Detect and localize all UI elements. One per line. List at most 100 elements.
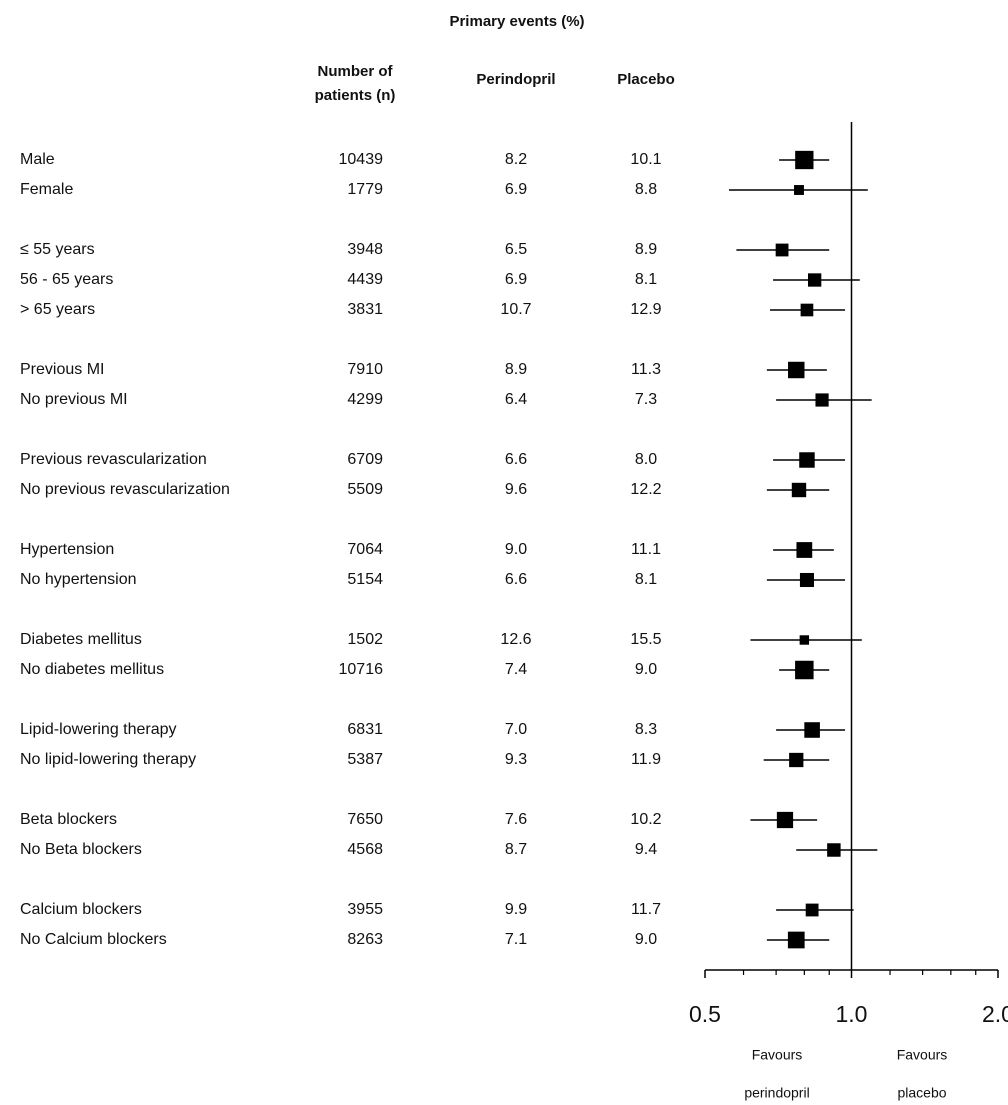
hazard-ratio xyxy=(794,185,804,195)
patient-count: 4439 xyxy=(347,271,383,288)
row-label: No diabetes mellitus xyxy=(20,661,164,678)
placebo-rate: 9.0 xyxy=(635,931,657,948)
hazard-ratio xyxy=(795,150,814,170)
hazard-ratio xyxy=(788,361,805,379)
patient-count: 6831 xyxy=(347,721,383,738)
patient-count: 4299 xyxy=(347,391,383,408)
perindopril-rate: 9.6 xyxy=(505,481,527,498)
row-label: Diabetes mellitus xyxy=(20,631,142,648)
placebo-rate: 11.1 xyxy=(631,541,661,558)
favours-label: Favours xyxy=(897,1047,948,1063)
favours-label: perindopril xyxy=(744,1085,809,1101)
favours-label: Favours xyxy=(752,1047,803,1063)
hazard-ratio xyxy=(799,572,814,588)
placebo-rate: 7.3 xyxy=(635,391,657,408)
hazard-ratio xyxy=(796,542,813,558)
hazard-ratio xyxy=(800,303,814,317)
perindopril-rate: 6.9 xyxy=(505,181,527,198)
perindopril-rate: 9.3 xyxy=(505,751,527,768)
hazard-ratio xyxy=(799,452,815,468)
favours-label: placebo xyxy=(897,1085,946,1101)
placebo-rate: 8.1 xyxy=(635,571,657,588)
x-tick-label: 0.5 xyxy=(689,1001,721,1027)
patient-count: 7650 xyxy=(347,811,383,828)
patient-count: 1502 xyxy=(347,631,383,648)
patient-count: 3831 xyxy=(347,301,383,318)
row-label: No previous revascularization xyxy=(20,481,230,498)
column-header: Number of xyxy=(318,63,394,80)
row-label: Male xyxy=(20,151,55,168)
hazard-ratio xyxy=(789,752,804,768)
placebo-rate: 11.7 xyxy=(631,901,661,918)
perindopril-rate: 6.6 xyxy=(505,571,527,588)
placebo-rate: 10.1 xyxy=(630,151,661,168)
perindopril-rate: 7.1 xyxy=(505,931,527,948)
patient-count: 3948 xyxy=(347,241,383,258)
hazard-ratio xyxy=(787,931,805,949)
column-header: Perindopril xyxy=(476,71,555,88)
row-label: 56 - 65 years xyxy=(20,271,113,288)
placebo-rate: 15.5 xyxy=(630,631,661,648)
perindopril-rate: 8.9 xyxy=(505,361,527,378)
perindopril-rate: 9.0 xyxy=(505,541,527,558)
row-label: No Beta blockers xyxy=(20,841,142,858)
row-label: ≤ 55 years xyxy=(20,241,95,258)
perindopril-rate: 9.9 xyxy=(505,901,527,918)
perindopril-rate: 6.4 xyxy=(505,391,527,408)
hazard-ratio xyxy=(815,393,829,407)
row-label: No lipid-lowering therapy xyxy=(20,751,196,768)
chart-title: Primary events (%) xyxy=(449,13,584,30)
placebo-rate: 8.3 xyxy=(635,721,657,738)
patient-count: 3955 xyxy=(347,901,383,918)
hazard-ratio xyxy=(799,635,810,645)
perindopril-rate: 7.6 xyxy=(505,811,527,828)
column-header: Placebo xyxy=(617,71,675,88)
patient-count: 1779 xyxy=(347,181,383,198)
placebo-rate: 11.3 xyxy=(631,361,661,378)
row-label: Beta blockers xyxy=(20,811,117,828)
row-label: Calcium blockers xyxy=(20,901,142,918)
patient-count: 5154 xyxy=(347,571,383,588)
patient-count: 7910 xyxy=(347,361,383,378)
perindopril-rate: 6.6 xyxy=(505,451,527,468)
placebo-rate: 10.2 xyxy=(630,811,661,828)
placebo-rate: 8.8 xyxy=(635,181,657,198)
row-label: Hypertension xyxy=(20,541,114,558)
hazard-ratio xyxy=(827,843,841,857)
patient-count: 4568 xyxy=(347,841,383,858)
perindopril-rate: 7.0 xyxy=(505,721,527,738)
perindopril-rate: 8.2 xyxy=(505,151,527,168)
perindopril-rate: 10.7 xyxy=(500,301,531,318)
row-label: No hypertension xyxy=(20,571,137,588)
placebo-rate: 11.9 xyxy=(631,751,661,768)
placebo-rate: 8.1 xyxy=(635,271,657,288)
perindopril-rate: 6.9 xyxy=(505,271,527,288)
hazard-ratio xyxy=(795,660,814,680)
hazard-ratio xyxy=(776,811,794,829)
patient-count: 7064 xyxy=(347,541,383,558)
row-label: No previous MI xyxy=(20,391,128,408)
placebo-rate: 9.0 xyxy=(635,661,657,678)
perindopril-rate: 6.5 xyxy=(505,241,527,258)
row-label: Previous MI xyxy=(20,361,104,378)
row-label: > 65 years xyxy=(20,301,95,318)
perindopril-rate: 12.6 xyxy=(500,631,531,648)
hazard-ratio xyxy=(807,273,822,287)
hazard-ratio xyxy=(791,482,807,498)
patient-count: 8263 xyxy=(347,931,383,948)
column-header: patients (n) xyxy=(315,87,396,104)
placebo-rate: 9.4 xyxy=(635,841,657,858)
row-label: Female xyxy=(20,181,73,198)
placebo-rate: 12.2 xyxy=(630,481,661,498)
hazard-ratio xyxy=(805,903,819,917)
patient-count: 10439 xyxy=(339,151,384,168)
perindopril-rate: 7.4 xyxy=(505,661,527,678)
x-tick-label: 1.0 xyxy=(836,1001,868,1027)
patient-count: 5387 xyxy=(347,751,383,768)
placebo-rate: 8.0 xyxy=(635,451,657,468)
x-tick-label: 2.0 xyxy=(982,1001,1008,1027)
patient-count: 6709 xyxy=(347,451,383,468)
row-label: Lipid-lowering therapy xyxy=(20,721,177,738)
hazard-ratio xyxy=(804,722,820,738)
